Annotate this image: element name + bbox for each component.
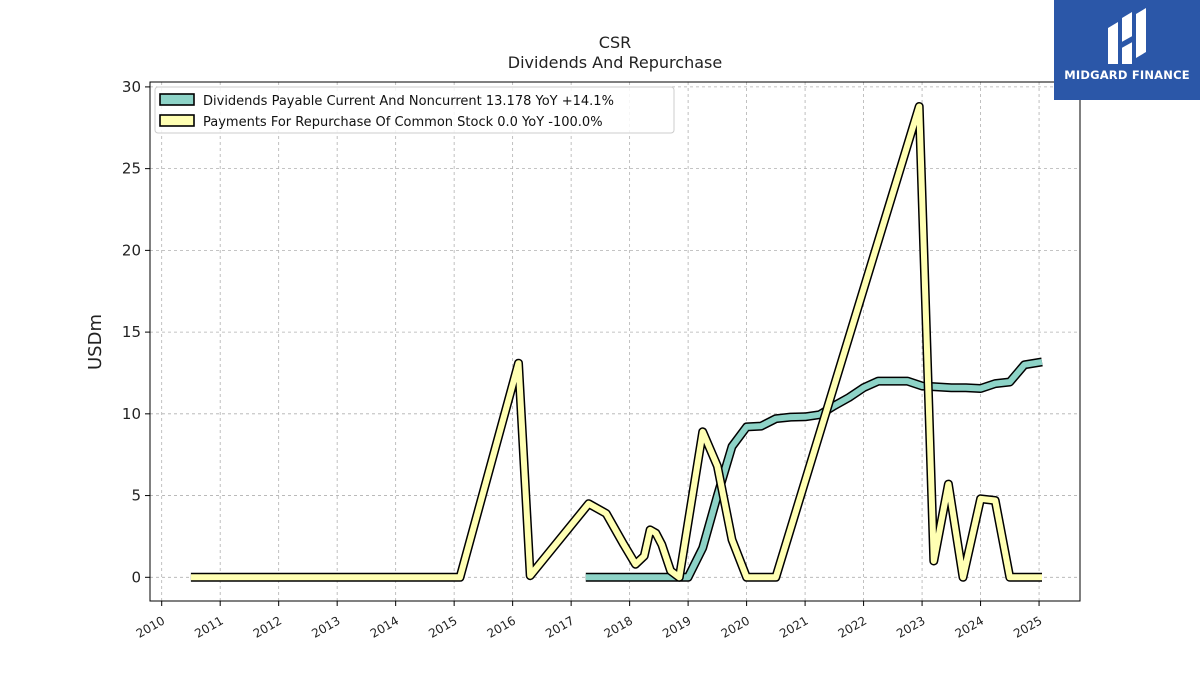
series-outline-repurchase <box>190 102 1042 582</box>
y-tick-label: 5 <box>131 487 141 505</box>
logo-mark-icon <box>1108 8 1146 64</box>
x-tick-label: 2012 <box>251 613 284 640</box>
x-tick-label: 2017 <box>543 613 576 640</box>
x-tick-label: 2023 <box>894 613 927 640</box>
x-tick-label: 2024 <box>953 613 986 640</box>
series-line-repurchase <box>190 103 1042 581</box>
chart-subtitle: Dividends And Repurchase <box>508 53 722 72</box>
legend-label-dividends: Dividends Payable Current And Noncurrent… <box>203 94 614 109</box>
legend-swatch-dividends <box>159 93 195 106</box>
x-tick-label: 2020 <box>719 613 752 640</box>
x-tick-label: 2022 <box>836 613 869 640</box>
x-tick-label: 2010 <box>134 613 167 640</box>
legend-label-repurchase: Payments For Repurchase Of Common Stock … <box>203 115 603 130</box>
legend-swatch-repurchase <box>159 114 195 127</box>
x-tick-label: 2011 <box>192 613 225 640</box>
y-tick-label: 30 <box>122 78 141 96</box>
x-tick-label: 2014 <box>368 613 401 640</box>
x-tick-label: 2018 <box>602 613 635 640</box>
brand-name: MIDGARD FINANCE <box>1064 68 1190 82</box>
y-tick-label: 15 <box>122 323 141 341</box>
series-line-dividends <box>585 358 1043 581</box>
x-tick-label: 2013 <box>309 613 342 640</box>
plot-frame <box>149 81 1081 602</box>
brand-logo: MIDGARD FINANCE <box>1054 0 1200 100</box>
legend-box <box>154 86 675 134</box>
y-tick-label: 20 <box>122 241 141 259</box>
legend: Dividends Payable Current And Noncurrent… <box>154 86 675 134</box>
x-axis: 2010 2011 2012 2013 2014 2015 2016 2017 2018 2019… <box>134 601 1045 641</box>
y-tick-label: 25 <box>122 160 141 178</box>
y-tick-label: 10 <box>122 405 141 423</box>
x-tick-label: 2021 <box>777 613 810 640</box>
grid <box>150 82 1080 601</box>
y-tick-label: 0 <box>131 568 141 586</box>
x-tick-label: 2015 <box>426 613 459 640</box>
chart-title: CSR <box>599 33 631 52</box>
series-layer <box>190 102 1043 582</box>
y-axis-label: USDm <box>85 314 106 370</box>
x-tick-label: 2025 <box>1011 613 1044 640</box>
x-tick-label: 2019 <box>660 613 693 640</box>
x-tick-label: 2016 <box>485 613 518 640</box>
y-axis: 0 5 10 15 20 25 30 <box>122 78 150 586</box>
